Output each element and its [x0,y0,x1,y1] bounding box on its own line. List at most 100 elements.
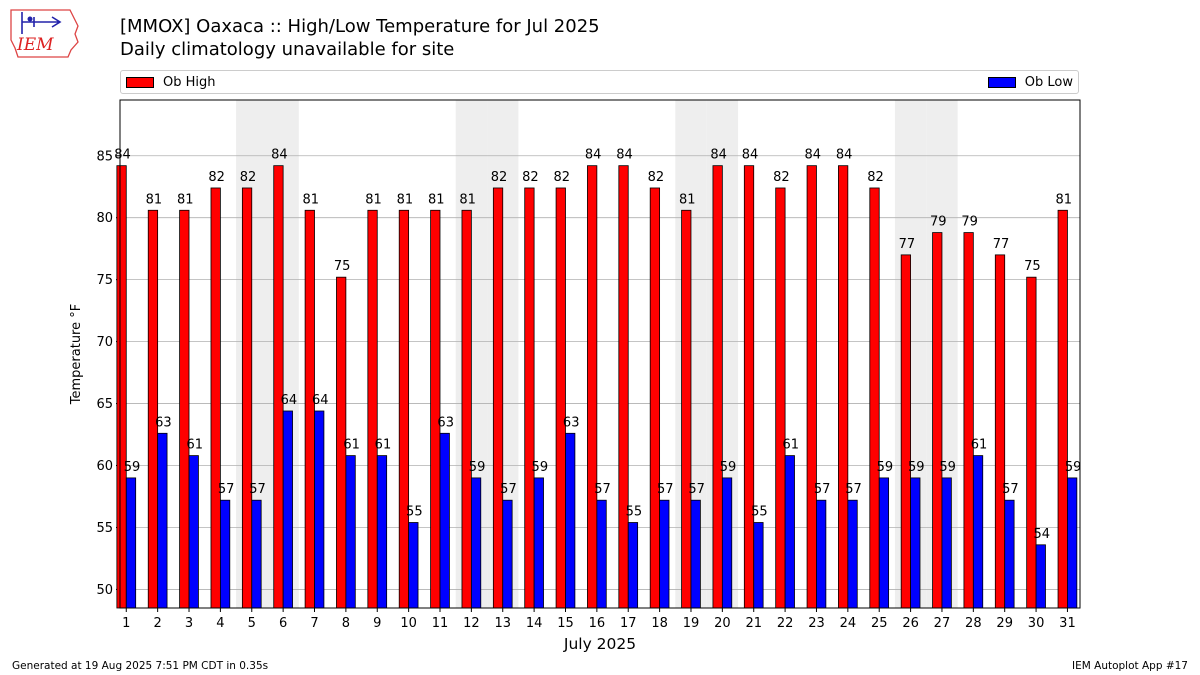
low-bar [282,410,293,609]
high-data-label: 82 [648,170,665,185]
y-tick-label: 50 [96,583,113,598]
plot-frame [119,99,1081,609]
high-data-label: 82 [867,170,884,185]
high-bar [838,165,849,609]
x-tick-label: 13 [494,616,511,631]
low-data-label: 57 [688,482,705,497]
x-tick-label: 4 [216,616,224,631]
y-tick-label: 70 [96,335,113,350]
low-data-label: 61 [186,438,203,453]
low-data-label: 61 [343,438,360,453]
low-bar [157,432,168,609]
legend-label-high: Ob High [163,75,216,90]
low-bar [847,499,858,609]
x-tick-label: 8 [342,616,350,631]
high-data-label: 81 [459,192,476,207]
high-data-label: 82 [240,170,257,185]
low-data-label: 59 [124,460,141,475]
low-data-label: 63 [563,415,580,430]
low-data-label: 57 [814,482,831,497]
low-bar [596,499,607,609]
low-bar [408,522,419,609]
x-tick-label: 25 [871,616,888,631]
low-bar [345,455,356,609]
low-bar [659,499,670,609]
high-data-label: 82 [208,170,225,185]
low-data-label: 59 [908,460,925,475]
low-bar [784,455,795,609]
low-bar [376,455,388,609]
low-bar [251,499,262,609]
low-bar [1035,544,1046,609]
high-bar [649,187,661,609]
low-bar [816,499,827,609]
x-tick-label: 17 [620,616,637,631]
low-data-label: 61 [971,438,988,453]
high-bar [681,209,692,609]
x-tick-label: 22 [777,616,794,631]
y-tick-label: 60 [96,459,113,474]
x-tick-label: 12 [463,616,480,631]
high-bar [147,209,159,609]
y-tick-label: 85 [96,149,113,164]
low-bar [910,477,921,609]
x-tick-label: 26 [902,616,919,631]
high-data-label: 75 [334,259,351,274]
high-data-label: 81 [679,192,696,207]
high-data-label: 81 [428,192,445,207]
low-data-label: 59 [720,460,737,475]
low-data-label: 57 [594,482,611,497]
iowa-outline [10,9,79,58]
low-data-label: 55 [751,505,768,520]
high-data-label: 79 [930,215,947,230]
x-tick-label: 24 [840,616,857,631]
high-bar [461,209,472,609]
x-tick-label: 2 [154,616,162,631]
low-data-label: 63 [155,415,172,430]
high-bar [932,232,943,609]
high-bar [210,187,221,609]
high-data-label: 84 [804,148,821,163]
high-bar [398,209,410,609]
high-bar [1057,209,1068,609]
low-bar [533,477,544,609]
high-data-label: 81 [1055,192,1072,207]
high-data-label: 84 [585,148,602,163]
x-axis-label: July 2025 [563,635,636,653]
low-bar [470,477,482,609]
high-data-label: 77 [899,237,916,252]
low-bar [690,499,701,609]
y-tick-label: 75 [96,273,113,288]
x-tick-label: 6 [279,616,287,631]
high-bar [587,165,598,609]
low-data-label: 57 [218,482,235,497]
high-bar [900,254,911,609]
high-bar [806,165,817,609]
x-tick-label: 7 [310,616,318,631]
high-data-label: 82 [773,170,790,185]
high-data-label: 84 [271,148,288,163]
high-data-label: 81 [303,192,320,207]
low-data-label: 57 [249,482,266,497]
x-tick-label: 20 [714,616,731,631]
high-data-label: 84 [836,148,853,163]
x-tick-label: 27 [934,616,951,631]
legend: Ob High Ob Low [120,70,1079,94]
high-data-label: 81 [365,192,382,207]
low-bar [941,477,952,609]
high-bar [304,209,315,609]
high-data-label: 79 [961,215,978,230]
x-tick-label: 15 [557,616,574,631]
low-data-label: 57 [845,482,862,497]
chart-subtitle: Daily climatology unavailable for site [120,39,455,60]
low-data-label: 64 [312,393,329,408]
high-bar [492,187,504,609]
high-bar [555,187,566,609]
high-data-label: 84 [710,148,727,163]
x-tick-label: 16 [589,616,606,631]
logo-dot [27,16,33,22]
high-bar [743,165,755,609]
high-data-label: 84 [114,148,131,163]
x-tick-label: 3 [185,616,193,631]
low-bar [753,522,764,609]
